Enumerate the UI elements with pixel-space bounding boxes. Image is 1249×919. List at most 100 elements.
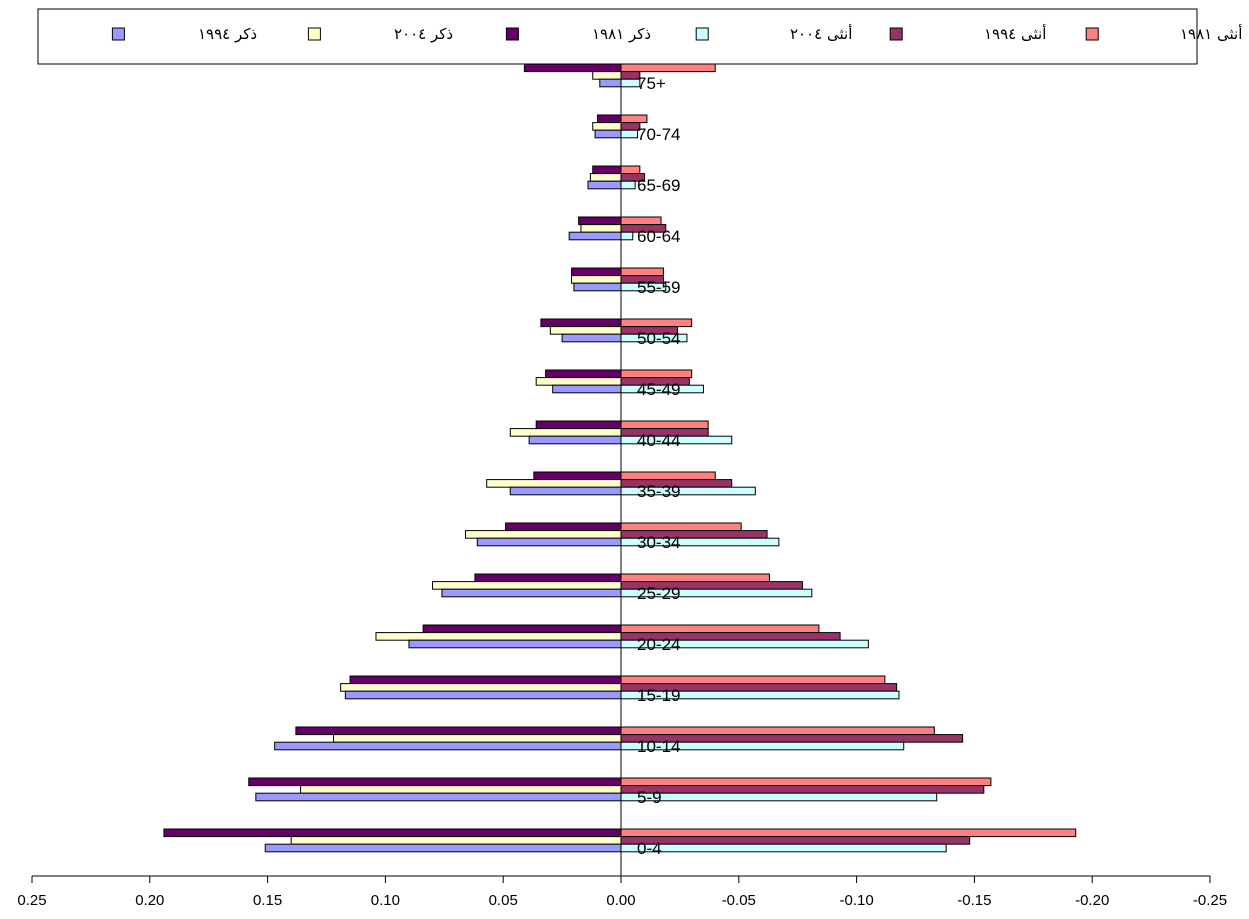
- bar-65-69-series-2: [620, 180, 636, 190]
- bar-60-64-series-2: [620, 231, 634, 241]
- x-tick-label: -0.10: [839, 892, 873, 909]
- category-label: 20-24: [637, 635, 680, 654]
- bar-5-9-series-0: [620, 777, 992, 787]
- bar-25-29-series-4: [432, 581, 622, 590]
- bar-60-64-series-3: [578, 216, 622, 226]
- bar-65-69-series-5: [587, 180, 622, 190]
- bar-40-44-series-4: [509, 428, 622, 437]
- bar-40-44-series-0: [620, 420, 709, 430]
- category-label: 30-34: [637, 533, 680, 552]
- legend-swatch: [889, 27, 903, 41]
- bar-35-39-series-0: [620, 471, 716, 481]
- x-tick-label: 0.25: [17, 892, 46, 909]
- bar-15-19-series-5: [344, 690, 622, 700]
- legend: أنثى ١٩٨١ أنثى ١٩٩٤ أنثى ٢٠٠٤ ذكر ١٩٨١ ذكر ٢…: [37, 8, 1242, 65]
- bar-0-4-series-2: [620, 843, 947, 853]
- bar-5-9-series-2: [620, 792, 938, 802]
- bar-65-69-series-0: [620, 165, 641, 175]
- category-label: 15-19: [637, 686, 680, 705]
- bar-5-9-series-3: [248, 777, 622, 787]
- bar-5-9-series-5: [255, 792, 622, 802]
- legend-swatch: [111, 27, 125, 41]
- bar-5-9-series-1: [620, 785, 985, 794]
- bar-50-54-series-3: [540, 318, 622, 328]
- bar-35-39-series-3: [533, 471, 622, 481]
- x-tick-label: -0.15: [957, 892, 991, 909]
- legend-label: ذكر ١٩٩٤: [198, 25, 257, 43]
- legend-label: أنثى ١٩٨١: [1180, 24, 1242, 43]
- bar-75+-series-4: [592, 71, 622, 80]
- category-label: 5-9: [637, 788, 662, 807]
- legend-swatch: [505, 27, 519, 41]
- category-labels: 0-4 5-9 10-14 15-19 20-24 25-29 30-34 35-39 40-4…: [637, 74, 680, 858]
- bar-50-54-series-4: [549, 326, 622, 335]
- bar-20-24-series-4: [375, 632, 622, 641]
- bar-70-74-series-5: [594, 129, 622, 139]
- bar-20-24-series-0: [620, 624, 820, 634]
- legend-box: [37, 8, 1198, 65]
- bar-55-59-series-5: [573, 282, 622, 292]
- bar-15-19-series-0: [620, 675, 886, 685]
- bar-10-14-series-4: [333, 734, 622, 743]
- bar-20-24-series-5: [408, 639, 622, 649]
- bar-30-34-series-4: [465, 530, 622, 539]
- bar-10-14-series-5: [274, 741, 622, 751]
- bar-65-69-series-3: [592, 165, 622, 175]
- bar-60-64-series-0: [620, 216, 662, 226]
- bar-0-4-series-3: [163, 828, 622, 838]
- bar-55-59-series-4: [571, 275, 622, 284]
- bar-55-59-series-3: [571, 267, 622, 277]
- bar-60-64-series-4: [580, 224, 622, 233]
- bar-10-14-series-3: [295, 726, 622, 736]
- bar-15-19-series-3: [349, 675, 622, 685]
- category-label: 50-54: [637, 329, 680, 348]
- x-tick-label: -0.20: [1075, 892, 1109, 909]
- bar-35-39-series-4: [486, 479, 622, 488]
- bar-50-54-series-5: [561, 333, 622, 343]
- bar-45-49-series-5: [552, 384, 622, 394]
- bar-60-64-series-5: [568, 231, 622, 241]
- bar-0-4-series-1: [620, 836, 971, 845]
- category-label: 45-49: [637, 380, 680, 399]
- bar-70-74-series-3: [596, 114, 622, 124]
- x-tick-label: -0.05: [722, 892, 756, 909]
- x-tick-label: 0.20: [135, 892, 164, 909]
- category-label: 25-29: [637, 584, 680, 603]
- bar-20-24-series-3: [422, 624, 622, 634]
- bar-0-4-series-5: [264, 843, 622, 853]
- legend-swatch: [695, 27, 709, 41]
- bars-layer: [163, 60, 1077, 876]
- category-label: 75+: [637, 74, 666, 93]
- legend-label: أنثى ١٩٩٤: [984, 24, 1046, 43]
- x-tick-label: -0.25: [1193, 892, 1227, 909]
- bar-75+-series-5: [599, 78, 622, 88]
- bar-40-44-series-5: [528, 435, 622, 445]
- legend-label: ذكر ٢٠٠٤: [394, 25, 453, 43]
- bar-0-4-series-4: [290, 836, 622, 845]
- bar-45-49-series-0: [620, 369, 693, 379]
- bar-15-19-series-4: [340, 683, 622, 692]
- category-label: 70-74: [637, 125, 680, 144]
- category-label: 55-59: [637, 278, 680, 297]
- legend-label: ذكر ١٩٨١: [592, 25, 651, 43]
- bar-70-74-series-0: [620, 114, 648, 124]
- bar-25-29-series-0: [620, 573, 770, 583]
- bar-35-39-series-5: [509, 486, 622, 496]
- bar-55-59-series-0: [620, 267, 664, 277]
- bar-45-49-series-4: [535, 377, 622, 386]
- bar-45-49-series-3: [545, 369, 622, 379]
- category-label: 10-14: [637, 737, 680, 756]
- x-tick-label: 0.00: [606, 892, 635, 909]
- bar-30-34-series-0: [620, 522, 742, 532]
- category-label: 35-39: [637, 482, 680, 501]
- bar-75+-series-0: [620, 63, 716, 73]
- category-label: 65-69: [637, 176, 680, 195]
- category-label: 0-4: [637, 839, 662, 858]
- category-label: 40-44: [637, 431, 680, 450]
- legend-swatch: [1085, 27, 1099, 41]
- bar-25-29-series-3: [474, 573, 622, 583]
- bar-70-74-series-4: [592, 122, 622, 131]
- bar-10-14-series-0: [620, 726, 935, 736]
- x-tick-label: 0.05: [489, 892, 518, 909]
